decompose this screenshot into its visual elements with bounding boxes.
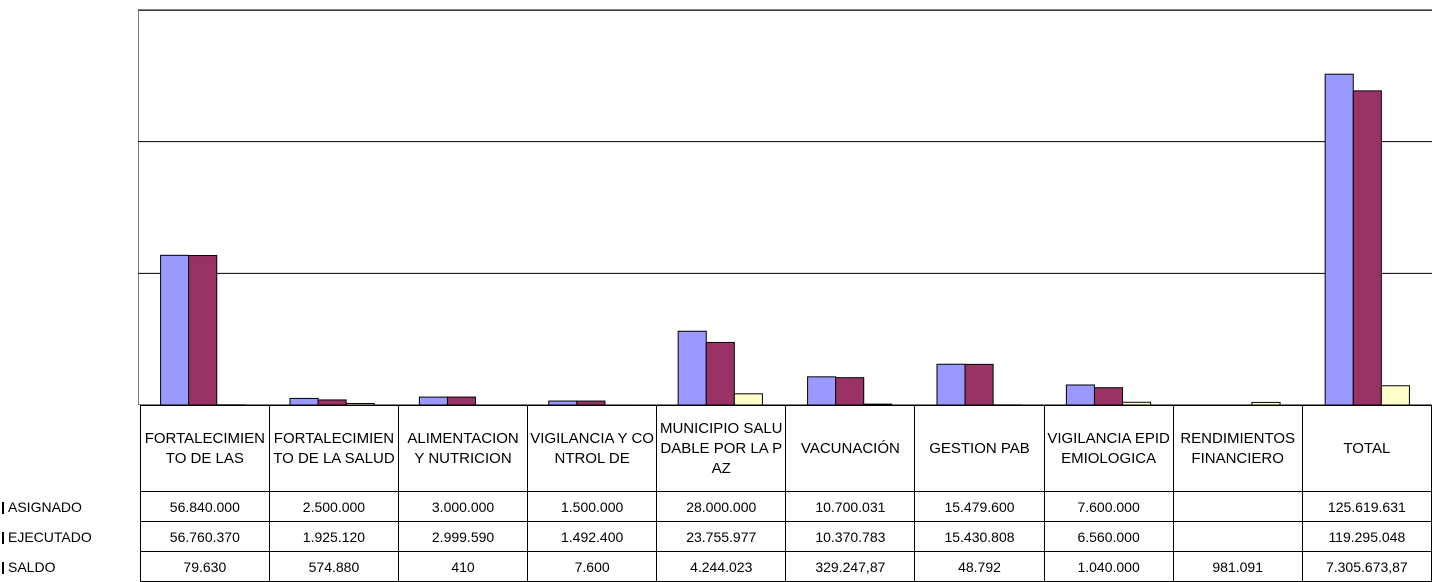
value-cell: 2.500.000: [269, 492, 398, 522]
value-cell: 7.600.000: [1044, 492, 1173, 522]
value-cell: 7.305.673,87: [1302, 552, 1431, 582]
bar: [1325, 74, 1353, 405]
value-cell: 981.091: [1173, 552, 1302, 582]
value-cell: 56.840.000: [140, 492, 269, 522]
value-cell: 28.000.000: [657, 492, 786, 522]
bar: [419, 397, 447, 405]
value-cell: 15.479.600: [915, 492, 1044, 522]
value-cell: 1.925.120: [269, 522, 398, 552]
value-cell: 329.247,87: [786, 552, 915, 582]
legend-entry: SALDO: [0, 552, 140, 582]
category-label: MUNICIPIO SALUDABLE POR LA PAZ: [657, 406, 786, 492]
value-cell: 6.560.000: [1044, 522, 1173, 552]
bar: [1353, 91, 1381, 405]
bar: [447, 397, 475, 405]
category-label: VIGILANCIA Y CONTROL DE: [528, 406, 657, 492]
chart: [0, 0, 1432, 405]
value-cell: 1.040.000: [1044, 552, 1173, 582]
value-cell: 10.700.031: [786, 492, 915, 522]
value-cell: 48.792: [915, 552, 1044, 582]
value-cell: 574.880: [269, 552, 398, 582]
value-cell: 119.295.048: [1302, 522, 1431, 552]
category-label: FORTALECIMIENTO DE LAS: [140, 406, 269, 492]
category-label: RENDIMIENTOS FINANCIERO: [1173, 406, 1302, 492]
value-cell: 4.244.023: [657, 552, 786, 582]
bar: [161, 255, 189, 405]
value-cell: [1173, 492, 1302, 522]
value-cell: 10.370.783: [786, 522, 915, 552]
bar: [836, 378, 864, 405]
value-cell: 56.760.370: [140, 522, 269, 552]
category-label: FORTALECIMIENTO DE LA SALUD: [269, 406, 398, 492]
bar: [1381, 386, 1409, 405]
value-cell: 125.619.631: [1302, 492, 1431, 522]
legend-label: SALDO: [8, 559, 55, 575]
bar: [706, 342, 734, 405]
legend-key: [2, 502, 4, 514]
category-label: GESTION PAB: [915, 406, 1044, 492]
value-cell: 3.000.000: [399, 492, 528, 522]
plot-area: [139, 11, 1432, 406]
category-label: VACUNACIÓN: [786, 406, 915, 492]
category-label: VIGILANCIA EPIDEMIOLOGICA: [1044, 406, 1173, 492]
legend-label: EJECUTADO: [8, 529, 92, 545]
bar: [1094, 388, 1122, 405]
bar: [734, 394, 762, 405]
legend-entry: ASIGNADO: [0, 492, 140, 522]
bar: [189, 256, 217, 405]
value-cell: 410: [399, 552, 528, 582]
value-cell: 7.600: [528, 552, 657, 582]
value-cell: 15.430.808: [915, 522, 1044, 552]
bar: [678, 331, 706, 405]
value-cell: 79.630: [140, 552, 269, 582]
legend-label: ASIGNADO: [8, 499, 82, 515]
legend-key: [2, 532, 4, 544]
value-cell: 1.500.000: [528, 492, 657, 522]
category-label: TOTAL: [1302, 406, 1431, 492]
value-cell: 1.492.400: [528, 522, 657, 552]
value-cell: 2.999.590: [399, 522, 528, 552]
bar: [965, 364, 993, 405]
category-label: ALIMENTACION Y NUTRICION: [399, 406, 528, 492]
legend-entry: EJECUTADO: [0, 522, 140, 552]
legend-key: [2, 562, 4, 574]
bar: [1066, 385, 1094, 405]
value-cell: [1173, 522, 1302, 552]
row-label: [0, 406, 140, 492]
value-cell: 23.755.977: [657, 522, 786, 552]
bar: [808, 377, 836, 405]
bar: [290, 398, 318, 405]
bar: [937, 364, 965, 405]
